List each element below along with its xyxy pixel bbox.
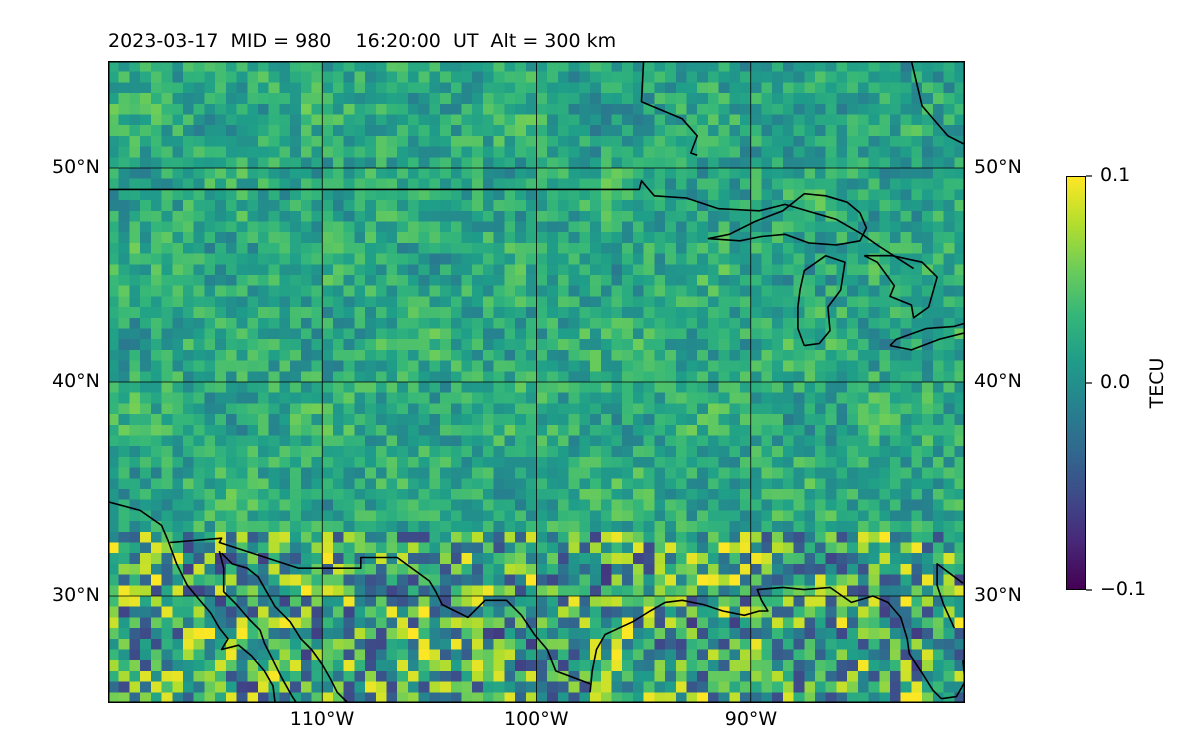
coastline [941, 660, 965, 700]
colorbar-tick-label: 0.1 [1100, 164, 1131, 186]
country-border [108, 180, 915, 270]
lat-tick-label: 50°N [52, 156, 100, 178]
lon-tick-label: 100°W [504, 708, 569, 730]
lake-shoreline [797, 254, 846, 347]
bay-shoreline [910, 61, 965, 146]
coastline [589, 586, 942, 700]
lon-tick-label: 110°W [289, 708, 355, 730]
coastline [218, 550, 298, 703]
lake-shoreline [863, 254, 938, 319]
colorbar-ticks [1086, 175, 1092, 591]
map-overlay [108, 61, 965, 703]
colorbar-tick-label: 0.0 [1100, 371, 1131, 393]
country-border [170, 537, 591, 685]
lat-tick-label: 30°N [974, 584, 1022, 606]
coastline [936, 563, 964, 629]
map-frame [108, 61, 965, 703]
lake-shoreline [889, 322, 965, 351]
colorbar-panel [1066, 175, 1092, 591]
coastline [221, 552, 349, 703]
colorbar-gradient [1066, 176, 1086, 590]
lat-tick-label: 30°N [52, 584, 100, 606]
map-panel [108, 61, 965, 703]
bay-shoreline [640, 61, 699, 156]
chart-title: 2023-03-17 MID = 980 16:20:00 UT Alt = 3… [108, 30, 617, 52]
lake-shoreline [707, 192, 868, 246]
lat-tick-label: 40°N [52, 370, 100, 392]
colorbar-label: TECU [1146, 357, 1168, 409]
lon-tick-label: 90°W [724, 708, 778, 730]
lat-tick-label: 40°N [974, 370, 1022, 392]
lat-tick-label: 50°N [974, 156, 1022, 178]
colorbar-tick-label: −0.1 [1100, 578, 1147, 600]
coastline [108, 501, 276, 703]
